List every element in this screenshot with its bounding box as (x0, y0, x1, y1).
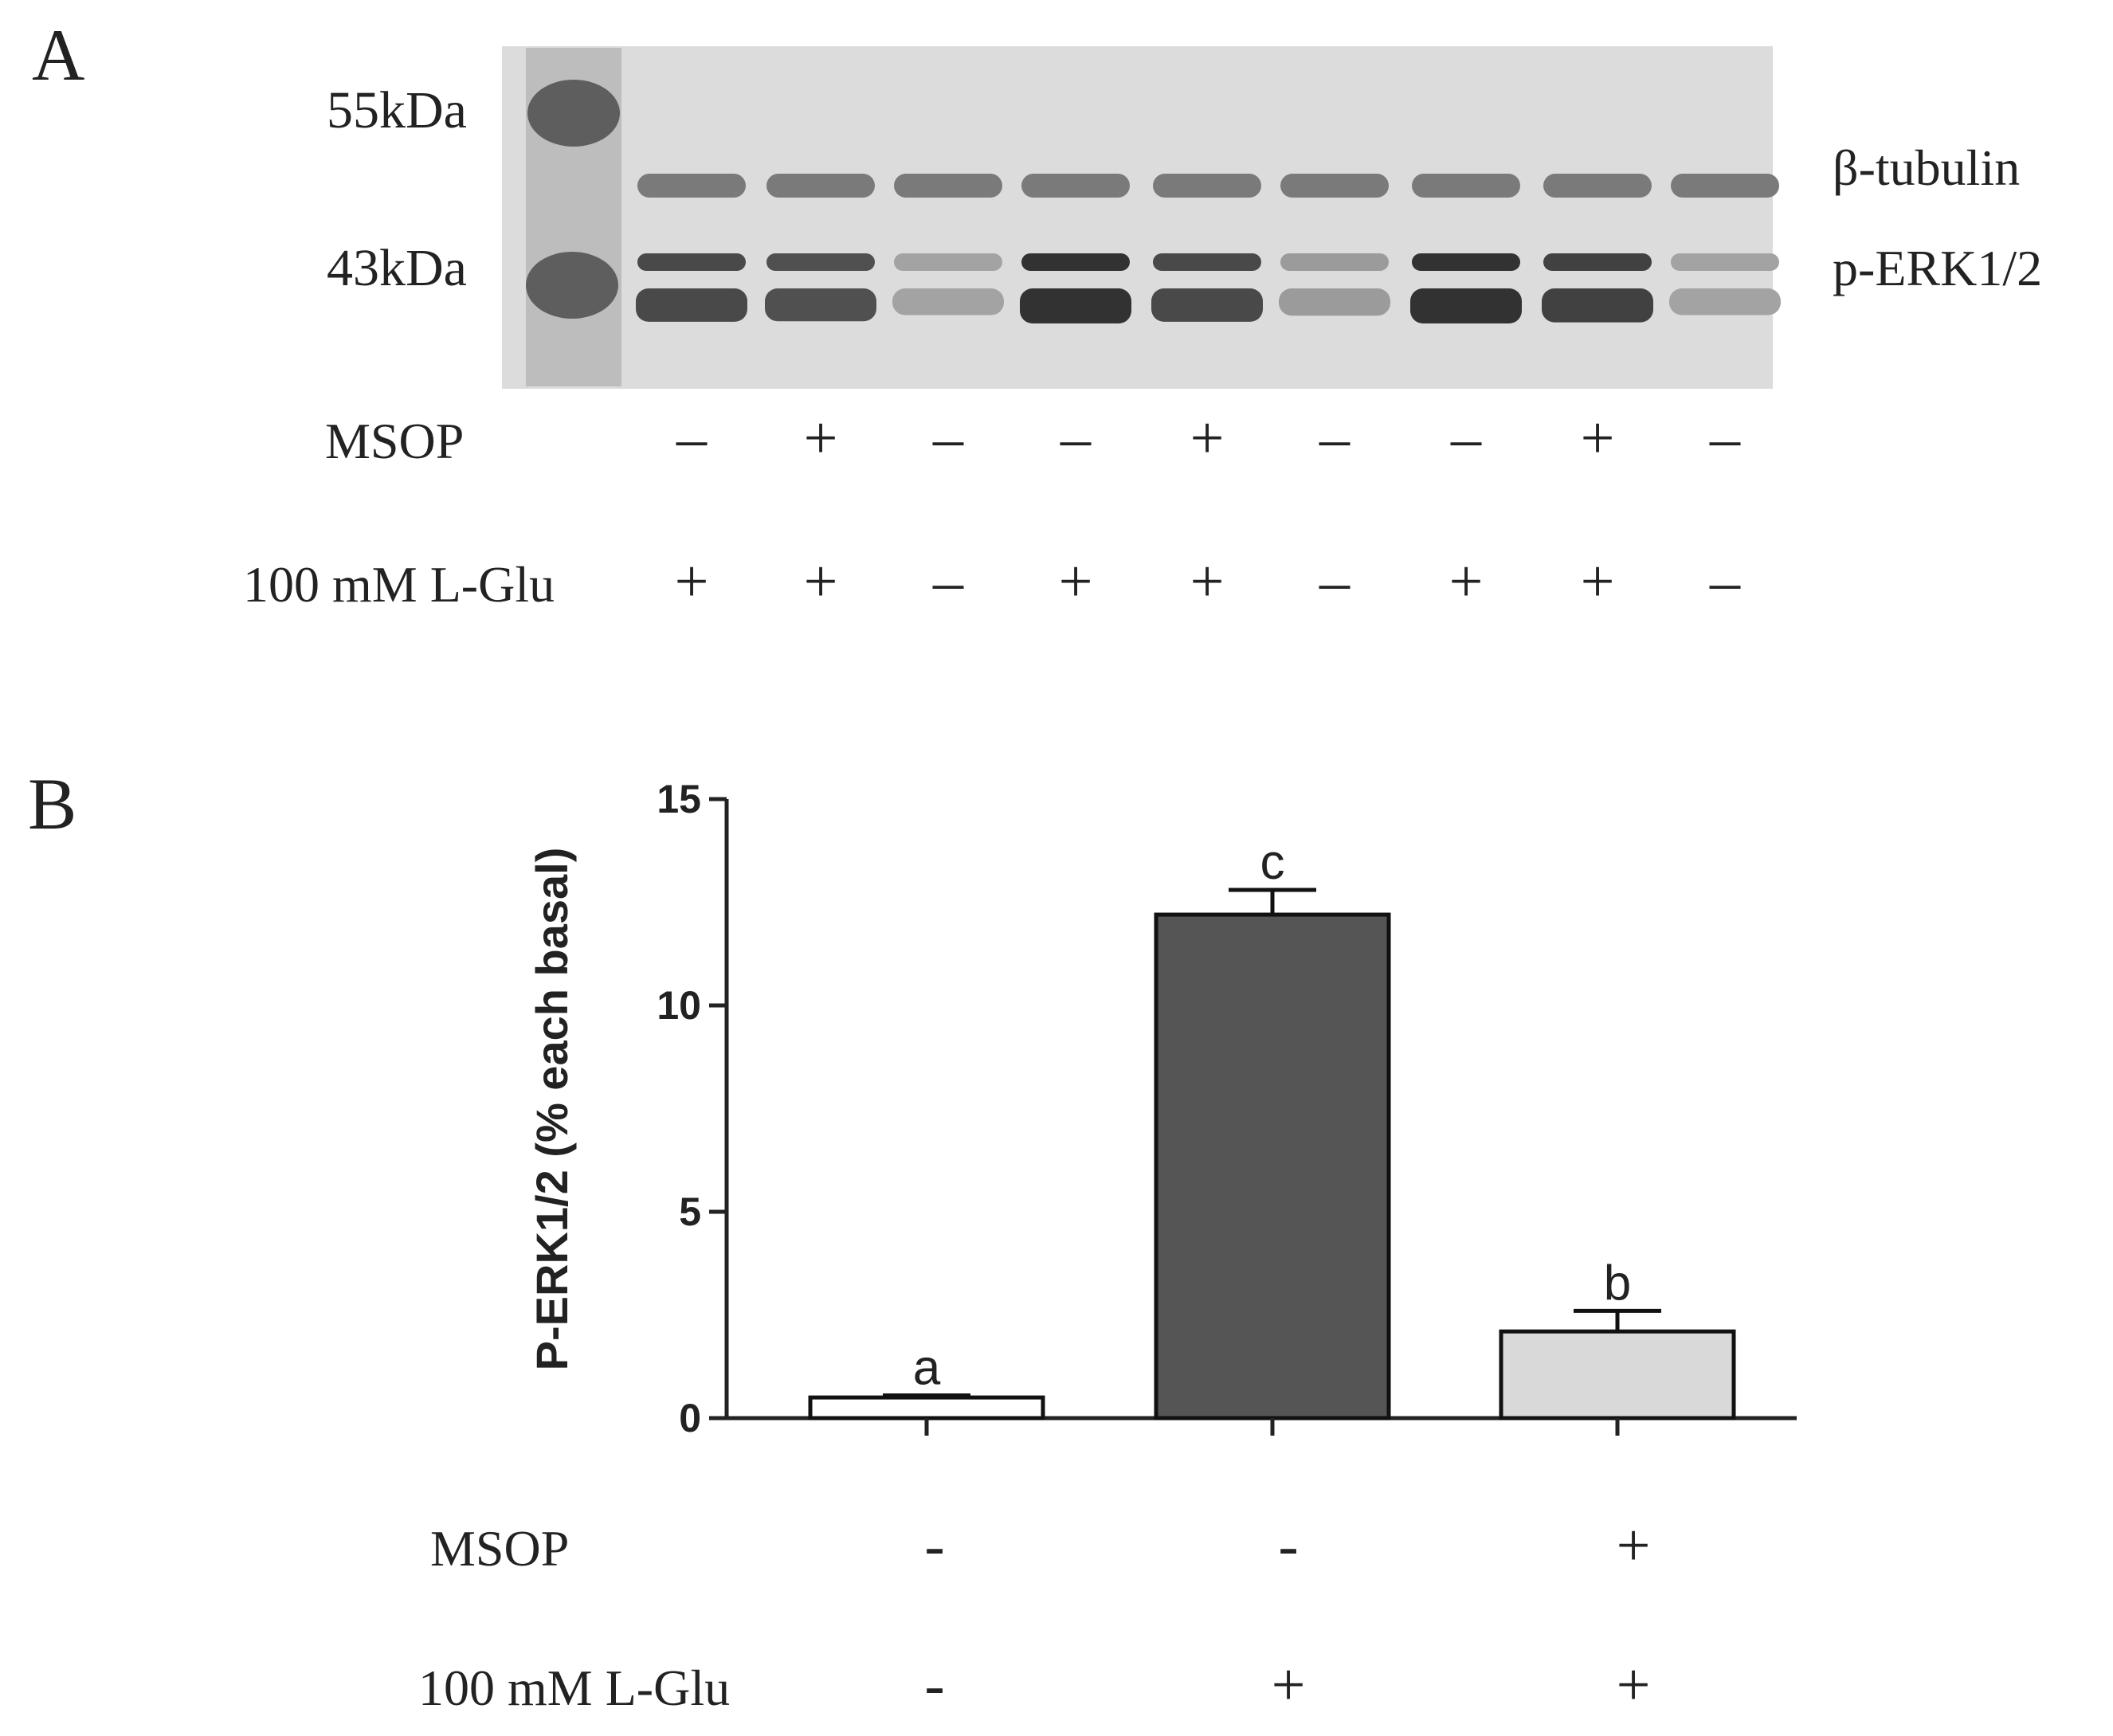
perk-band-upper (1671, 253, 1779, 271)
perk-band-lower (765, 288, 876, 322)
treatment-sign: – (932, 548, 964, 615)
treatment-sign: – (1450, 405, 1482, 472)
bar (1154, 912, 1391, 1421)
y-ticks: 0 5 10 15 (657, 777, 727, 1440)
y-tick-label: 10 (657, 983, 701, 1028)
protein-ladder (526, 48, 621, 386)
treatment-b-msop-label: MSOP (430, 1520, 569, 1577)
tubulin-band (1671, 174, 1779, 198)
treatment-sign: - (1278, 1512, 1298, 1579)
band-label-tubulin: β-tubulin (1833, 139, 2020, 196)
perk-band-lower (1669, 288, 1781, 315)
treatment-sign: – (1060, 405, 1092, 472)
significance-letter: c (1260, 835, 1285, 890)
panel-b-letter: B (28, 763, 76, 844)
perk-band-upper (766, 253, 875, 271)
y-tick-label: 0 (679, 1396, 701, 1440)
band-label-perk: p-ERK1/2 (1833, 240, 2042, 296)
treatment-sign: + (675, 548, 709, 615)
tubulin-band (1543, 174, 1652, 198)
treatment-sign: – (932, 405, 964, 472)
ladder-band-55 (527, 80, 620, 147)
perk-band-upper (1153, 253, 1261, 271)
tubulin-band (1280, 174, 1389, 198)
tubulin-band (766, 174, 875, 198)
treatment-a-glu-label: 100 mM L-Glu (243, 556, 555, 613)
perk-band-upper (1021, 253, 1130, 271)
tubulin-band (1412, 174, 1520, 198)
perk-band-lower (1020, 288, 1131, 323)
bar (808, 1395, 1045, 1421)
perk-band-upper (1412, 253, 1520, 271)
treatment-sign: + (1059, 548, 1093, 615)
tubulin-band (894, 174, 1002, 198)
treatment-sign: – (1709, 548, 1741, 615)
y-axis-label: P-ERK1/2 (% each basal) (527, 848, 577, 1371)
tubulin-bands (637, 174, 1779, 198)
treatment-a-signs: – + – – + – – + – + + – + + – + + – (675, 405, 1741, 615)
treatment-a-msop-label: MSOP (325, 413, 464, 469)
treatment-sign: – (1319, 548, 1351, 615)
treatment-sign: + (1190, 405, 1225, 472)
western-blot (502, 46, 1781, 389)
panel-a-letter: A (32, 14, 84, 96)
treatment-sign: + (1617, 1652, 1651, 1718)
perk-band-lower (1410, 288, 1522, 323)
treatment-sign: - (924, 1652, 944, 1718)
perk-band-upper (637, 253, 746, 271)
bar (1499, 1329, 1736, 1421)
treatment-sign: - (924, 1512, 944, 1579)
bar-chart: 0 5 10 15 a c b P-ERK1/2 (% each basal) (527, 777, 1797, 1440)
significance-letter: a (913, 1341, 941, 1396)
perk-band-lower (636, 288, 747, 322)
significance-letter: b (1604, 1256, 1631, 1311)
perk-band-upper (894, 253, 1002, 271)
treatment-sign: + (804, 405, 838, 472)
treatment-sign: – (1319, 405, 1351, 472)
marker-label-55: 55kDa (327, 81, 467, 139)
perk-band-lower (1279, 288, 1390, 316)
perk-band-lower (1151, 288, 1263, 322)
perk-band-upper (1543, 253, 1652, 271)
treatment-sign: + (1190, 548, 1225, 615)
bars: a c b (808, 835, 1736, 1436)
tubulin-band (1021, 174, 1130, 198)
treatment-sign: + (1581, 405, 1615, 472)
treatment-b-signs: - - + - + + (924, 1512, 1650, 1718)
treatment-sign: + (1272, 1652, 1306, 1718)
treatment-sign: + (1449, 548, 1484, 615)
treatment-sign: + (1581, 548, 1615, 615)
y-tick-label: 5 (679, 1189, 701, 1234)
y-tick-label: 15 (657, 777, 701, 821)
perk-bands (636, 253, 1781, 323)
treatment-sign: – (1709, 405, 1741, 472)
treatment-sign: – (676, 405, 708, 472)
treatment-sign: + (1617, 1512, 1651, 1579)
tubulin-band (637, 174, 746, 198)
perk-band-lower (892, 288, 1004, 315)
blot-membrane (502, 46, 1773, 389)
perk-band-lower (1542, 288, 1653, 323)
perk-band-upper (1280, 253, 1389, 271)
tubulin-band (1153, 174, 1261, 198)
treatment-sign: + (804, 548, 838, 615)
marker-label-43: 43kDa (327, 239, 467, 297)
ladder-band-43 (526, 252, 618, 319)
treatment-b-glu-label: 100 mM L-Glu (418, 1660, 730, 1716)
